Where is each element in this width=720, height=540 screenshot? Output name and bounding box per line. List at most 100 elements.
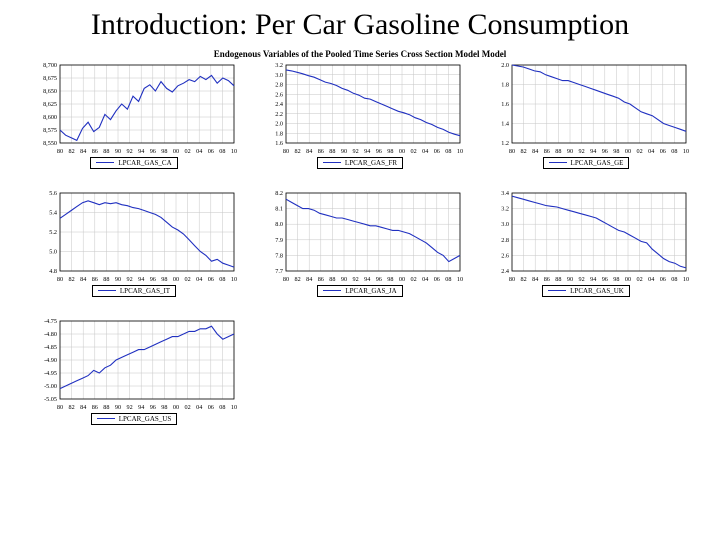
legend-label: LPCAR_GAS_US: [119, 415, 172, 423]
svg-text:04: 04: [422, 276, 428, 283]
svg-text:04: 04: [648, 148, 654, 155]
chart-legend: LPCAR_GAS_IT: [30, 285, 238, 297]
svg-text:-4.80: -4.80: [44, 331, 57, 338]
svg-text:06: 06: [208, 404, 214, 411]
svg-text:92: 92: [353, 276, 359, 283]
svg-text:00: 00: [625, 276, 631, 283]
chart-plot: 80828486889092949698000204060810-5.05-5.…: [30, 319, 238, 411]
svg-text:84: 84: [80, 148, 86, 155]
svg-text:02: 02: [185, 148, 191, 155]
svg-text:-5.00: -5.00: [44, 383, 57, 390]
svg-text:10: 10: [457, 148, 463, 155]
svg-text:98: 98: [387, 148, 393, 155]
svg-text:02: 02: [411, 148, 417, 155]
chart-grid: 808284868890929496980002040608108,5508,5…: [0, 63, 720, 437]
chart-legend: LPCAR_GAS_UK: [482, 285, 690, 297]
chart-panel: 808284868890929496980002040608101.21.41.…: [482, 63, 690, 181]
svg-text:80: 80: [509, 148, 515, 155]
svg-text:92: 92: [127, 148, 133, 155]
svg-text:92: 92: [579, 148, 585, 155]
svg-text:98: 98: [613, 148, 619, 155]
svg-text:92: 92: [353, 148, 359, 155]
chart-legend: LPCAR_GAS_GE: [482, 157, 690, 169]
chart-panel: 80828486889092949698000204060810-5.05-5.…: [30, 319, 238, 437]
svg-text:-4.75: -4.75: [44, 319, 57, 325]
svg-text:08: 08: [445, 276, 451, 283]
svg-text:82: 82: [69, 276, 75, 283]
svg-text:96: 96: [602, 148, 608, 155]
svg-text:96: 96: [150, 276, 156, 283]
svg-text:5.0: 5.0: [49, 248, 57, 255]
svg-text:1.2: 1.2: [501, 140, 509, 147]
svg-text:82: 82: [69, 148, 75, 155]
svg-text:06: 06: [208, 276, 214, 283]
legend-line-icon: [97, 418, 115, 419]
svg-text:2.0: 2.0: [501, 63, 509, 69]
svg-text:94: 94: [138, 148, 144, 155]
svg-text:96: 96: [150, 404, 156, 411]
chart-panel: 808284868890929496980002040608108,5508,5…: [30, 63, 238, 181]
svg-text:80: 80: [283, 276, 289, 283]
svg-text:08: 08: [219, 404, 225, 411]
svg-text:80: 80: [509, 276, 515, 283]
svg-text:92: 92: [127, 276, 133, 283]
svg-text:06: 06: [660, 148, 666, 155]
svg-text:80: 80: [57, 148, 63, 155]
svg-text:10: 10: [231, 148, 237, 155]
svg-text:82: 82: [521, 148, 527, 155]
svg-text:02: 02: [411, 276, 417, 283]
chart-plot: 808284868890929496980002040608107.77.87.…: [256, 191, 464, 283]
chart-legend: LPCAR_GAS_US: [30, 413, 238, 425]
svg-text:96: 96: [376, 148, 382, 155]
svg-text:92: 92: [579, 276, 585, 283]
chart-panel: 808284868890929496980002040608102.42.62.…: [482, 191, 690, 309]
svg-text:00: 00: [173, 404, 179, 411]
svg-text:02: 02: [637, 276, 643, 283]
svg-text:04: 04: [648, 276, 654, 283]
legend-label: LPCAR_GAS_GE: [571, 159, 624, 167]
svg-text:84: 84: [80, 276, 86, 283]
svg-text:86: 86: [544, 276, 550, 283]
svg-text:88: 88: [329, 148, 335, 155]
svg-text:10: 10: [683, 276, 689, 283]
svg-text:00: 00: [173, 276, 179, 283]
svg-text:8,650: 8,650: [43, 88, 57, 95]
svg-text:2.4: 2.4: [501, 268, 509, 275]
chart-panel: 808284868890929496980002040608101.61.82.…: [256, 63, 464, 181]
svg-text:06: 06: [434, 148, 440, 155]
svg-text:00: 00: [399, 276, 405, 283]
svg-text:88: 88: [555, 148, 561, 155]
svg-text:80: 80: [283, 148, 289, 155]
svg-text:8.2: 8.2: [275, 191, 283, 197]
svg-text:86: 86: [544, 148, 550, 155]
svg-text:04: 04: [422, 148, 428, 155]
svg-text:-5.05: -5.05: [44, 396, 57, 403]
svg-text:86: 86: [92, 148, 98, 155]
svg-text:82: 82: [521, 276, 527, 283]
chart-plot: 808284868890929496980002040608108,5508,5…: [30, 63, 238, 155]
svg-text:94: 94: [364, 148, 370, 155]
legend-line-icon: [548, 290, 566, 291]
legend-label: LPCAR_GAS_UK: [570, 287, 624, 295]
svg-text:80: 80: [57, 276, 63, 283]
svg-text:1.8: 1.8: [501, 81, 509, 88]
svg-text:88: 88: [103, 148, 109, 155]
svg-text:3.2: 3.2: [275, 63, 283, 69]
svg-text:82: 82: [295, 148, 301, 155]
svg-text:98: 98: [161, 148, 167, 155]
svg-text:3.0: 3.0: [275, 71, 283, 78]
svg-text:04: 04: [196, 148, 202, 155]
svg-text:08: 08: [219, 276, 225, 283]
svg-text:98: 98: [161, 276, 167, 283]
svg-text:8,600: 8,600: [43, 114, 57, 121]
svg-text:8,575: 8,575: [43, 127, 57, 134]
svg-text:08: 08: [219, 148, 225, 155]
svg-text:92: 92: [127, 404, 133, 411]
chart-plot: 808284868890929496980002040608102.42.62.…: [482, 191, 690, 283]
panel-subtitle: Endogenous Variables of the Pooled Time …: [0, 49, 720, 59]
svg-text:90: 90: [567, 148, 573, 155]
svg-text:5.6: 5.6: [49, 191, 57, 197]
svg-text:98: 98: [613, 276, 619, 283]
svg-text:00: 00: [173, 148, 179, 155]
chart-plot: 808284868890929496980002040608101.21.41.…: [482, 63, 690, 155]
